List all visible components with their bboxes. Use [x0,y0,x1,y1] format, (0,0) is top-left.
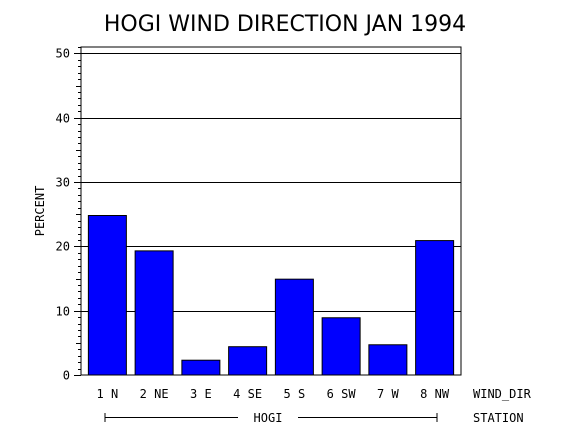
y-tick-label: 0 [63,369,70,383]
plot-frame [80,46,462,376]
bars [87,215,455,376]
x-tick-label: 8 NW [420,387,450,401]
x-tick-label: 6 SW [327,387,357,401]
x-tick-label: 3 E [190,387,212,401]
bar [321,317,361,376]
bar [274,278,314,376]
bar [228,346,268,376]
x-tick-label: 4 SE [233,387,262,401]
y-tick-label: 40 [56,112,70,126]
bar [181,359,221,376]
y-tick-label: 50 [56,47,70,61]
x-axis: 1 N 2 NE 3 E 4 SE 5 S 6 SW 7 W 8 NW [97,387,450,401]
y-axis: 0 10 20 30 40 50 [56,47,81,383]
station-axis-label: STATION [473,411,524,425]
bar [87,215,127,376]
x-tick-label: 7 W [377,387,399,401]
chart-title: HOGI WIND DIRECTION JAN 1994 [104,12,466,37]
x-axis-label: WIND_DIR [473,387,532,401]
y-tick-label: 20 [56,240,70,254]
x-tick-label: 2 NE [140,387,169,401]
y-tick-label: 30 [56,176,70,190]
station-group-label: HOGI [254,411,283,425]
y-axis-label: PERCENT [33,186,47,237]
y-tick-label: 10 [56,305,70,319]
x-tick-label: 5 S [284,387,306,401]
station-bracket [104,413,438,422]
bar [368,344,408,376]
bar [415,240,455,376]
x-tick-label: 1 N [97,387,119,401]
gridlines [81,53,461,312]
bar [134,250,174,376]
